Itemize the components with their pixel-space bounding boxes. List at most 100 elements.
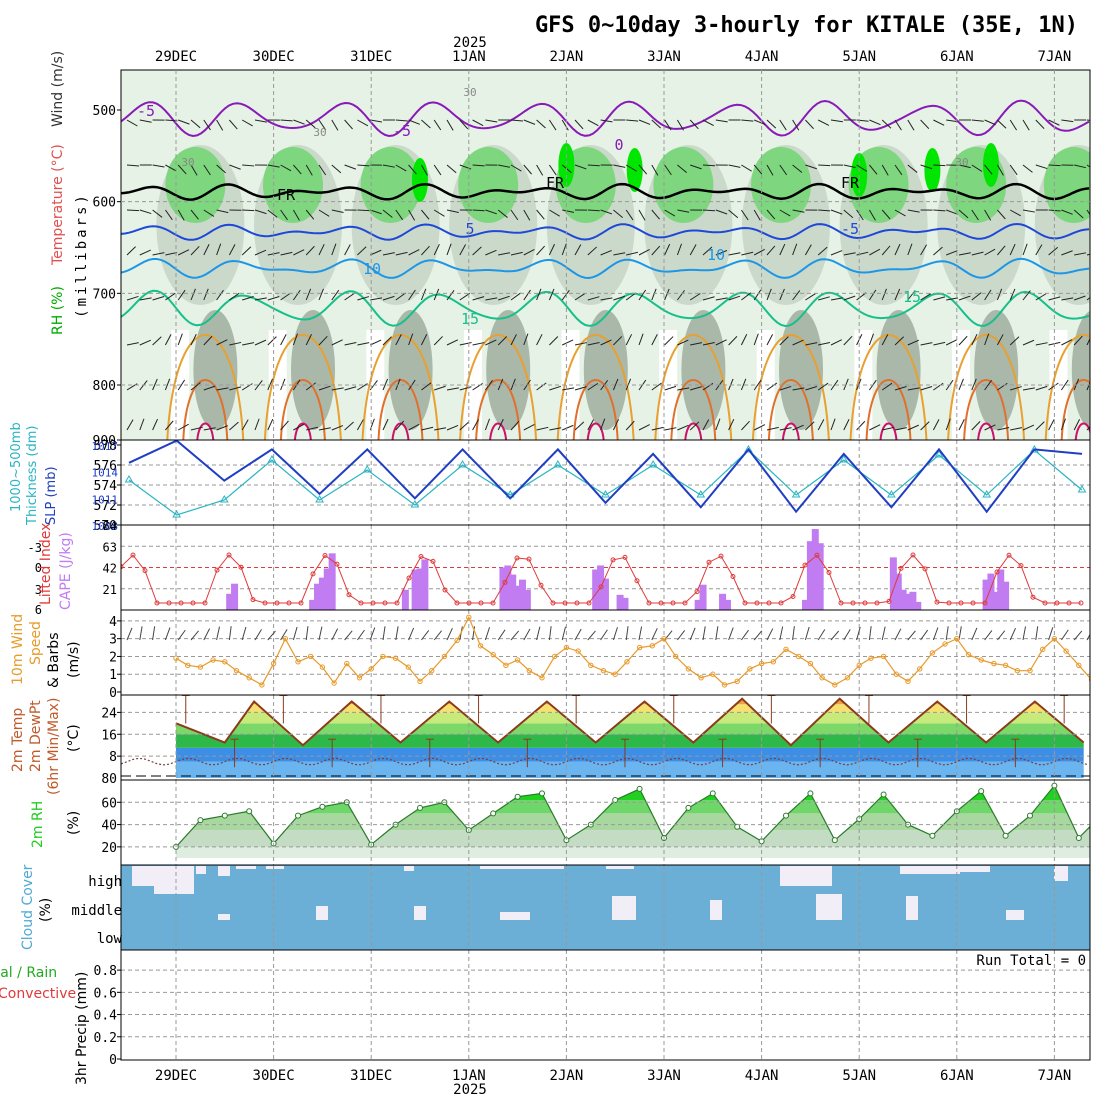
date-label-bottom: 5JAN (842, 1068, 876, 1084)
li-point (586, 600, 592, 606)
tick-label: 572 (94, 499, 117, 514)
wind-speed-point (233, 667, 240, 674)
li-point (862, 600, 868, 606)
wind-barb (190, 288, 196, 301)
wind-barb (971, 333, 978, 346)
wind-barb (510, 209, 519, 221)
cloud-level-middle: middle (71, 903, 122, 919)
panel-bg (121, 610, 1090, 695)
li-point (610, 557, 616, 563)
wind-barb (216, 387, 229, 391)
wind-barb (267, 164, 280, 168)
thickness-label-1: 1000~500mb (9, 422, 24, 512)
rh-blob-green (751, 147, 811, 223)
wind-barb (459, 342, 472, 346)
wind-barb-10m (574, 628, 582, 641)
wind-barb (805, 386, 818, 391)
li-point (886, 598, 892, 604)
li-point (538, 582, 544, 588)
tick-label: 0 (109, 1053, 117, 1068)
tick-label: 4 (109, 615, 117, 630)
wind-barb (203, 385, 216, 391)
wind-barb (165, 164, 177, 172)
thickness-point (887, 490, 896, 498)
wind-barb (536, 426, 549, 431)
wind-barb (395, 119, 408, 122)
isotherm-25 (767, 379, 814, 440)
cloud-high (404, 866, 414, 871)
wind-barb (305, 119, 316, 129)
wind-barb (190, 426, 203, 431)
wind-barb (856, 292, 867, 301)
wind-barb (894, 119, 902, 131)
wind-barb (228, 244, 236, 256)
wind-barb (907, 424, 919, 431)
date-label-top: 29DEC (155, 49, 197, 65)
wind-barb (715, 297, 728, 301)
wind-barb (792, 290, 801, 301)
rh-point (1002, 832, 1009, 839)
wind-barb (894, 427, 907, 431)
rh-band (176, 846, 1090, 858)
wind-barb (907, 339, 919, 346)
li-point (430, 558, 436, 564)
cape-bar (504, 565, 512, 610)
thickness-point (601, 490, 610, 498)
wind-speed-point (698, 675, 704, 681)
wind-barb (996, 164, 1004, 176)
wind-barb (818, 296, 830, 301)
wind-barb (958, 164, 971, 169)
precip-label-1: 3hr Precip (mm) (74, 972, 90, 1085)
wind-barb (164, 334, 172, 346)
wind-barb (242, 296, 254, 301)
wind-barb-10m (1086, 633, 1090, 641)
wind-barb (267, 209, 278, 218)
thickness-point (172, 510, 182, 518)
li-point (754, 600, 760, 606)
rh-point (831, 837, 838, 844)
li-point (874, 600, 880, 606)
wind-barb-10m (677, 630, 686, 641)
wind-barb (177, 289, 186, 301)
wind-barb (216, 243, 222, 256)
wind-barb (523, 119, 536, 125)
wind-barb (792, 243, 798, 256)
li-point (622, 554, 628, 560)
wind-barb (1048, 296, 1061, 301)
wind-barb (676, 119, 685, 131)
wind-speed-point (197, 664, 204, 670)
wind-barb (728, 378, 734, 391)
li-point (526, 556, 532, 562)
wind-barb (472, 342, 485, 346)
rh-point (880, 791, 887, 798)
cape-bar (499, 567, 507, 610)
wind-barb (357, 342, 370, 346)
date-labels-bottom: 29DEC 30DEC 31DEC 1JAN 2JAN 3JAN 4JAN 5JAN 6JAN 7… (155, 1068, 1071, 1084)
wind-barb-10m (1048, 627, 1054, 641)
rh-blob-low (486, 310, 531, 430)
wind-barb (408, 119, 420, 125)
wind-speed-point (685, 666, 692, 672)
wind-barb (856, 378, 862, 391)
cape-bar (699, 584, 707, 610)
wind-barb-10m (395, 626, 399, 641)
thickness-point (219, 495, 229, 503)
wind-barb (1009, 288, 1016, 301)
wind-barb (229, 164, 241, 170)
temp-bottom-tick: 80 (101, 772, 117, 787)
wind-barb (638, 164, 648, 175)
wind-barb-10m (638, 626, 643, 641)
wind-barb-10m (548, 626, 552, 641)
temp-band (176, 723, 1074, 735)
cloud-level-high: high (88, 874, 122, 890)
wind-barb (434, 385, 446, 391)
wind-barb (997, 382, 1008, 391)
li-point (970, 600, 976, 606)
wind-barb (920, 164, 933, 170)
wind-barb (1048, 419, 1055, 431)
isotherm-20 (947, 334, 1026, 440)
cape-bar (899, 589, 907, 610)
wind-barb (1073, 335, 1083, 346)
wind-speed-point (905, 678, 911, 685)
wind-barb (408, 164, 417, 175)
